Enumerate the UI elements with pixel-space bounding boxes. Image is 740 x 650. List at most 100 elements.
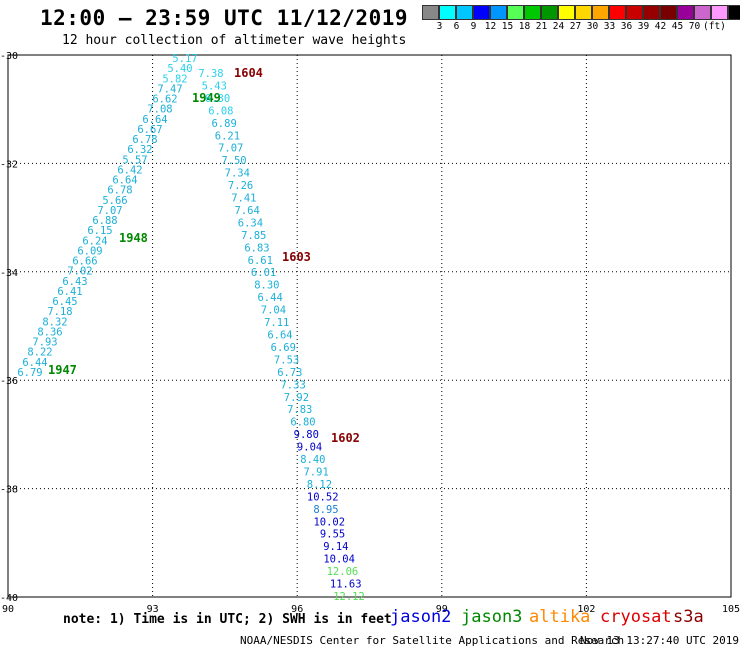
track-swh-value: 7.92 <box>284 392 309 404</box>
lat-tick-label: -38 <box>0 485 18 496</box>
lat-tick-label: -32 <box>0 159 18 170</box>
color-scale-label: 3 <box>436 21 443 32</box>
track-swh-value: 6.42 <box>117 164 142 176</box>
color-swatch <box>694 5 711 20</box>
color-scale-label: 45 <box>671 21 684 32</box>
track-swh-value: 6.64 <box>142 114 167 126</box>
color-swatch <box>524 5 541 20</box>
color-scale-label: 6 <box>453 21 460 32</box>
track-swh-value: 6.01 <box>251 267 276 279</box>
lon-tick-label: 93 <box>147 604 159 615</box>
track-swh-value: 7.08 <box>147 104 172 116</box>
track-swh-value: 7.11 <box>264 317 289 329</box>
track-swh-value: 7.18 <box>47 306 72 318</box>
color-swatch <box>575 5 592 20</box>
track-swh-value: 6.83 <box>244 242 269 254</box>
track-swh-value: 9.80 <box>294 429 319 441</box>
color-scale-label: 39 <box>637 21 650 32</box>
track-swh-value: 7.26 <box>228 180 253 192</box>
track-swh-value: 5.57 <box>122 154 147 166</box>
track-swh-value: 7.07 <box>218 143 243 155</box>
track-swh-value: 6.34 <box>238 217 263 229</box>
lat-tick-label: -40 <box>0 593 18 604</box>
track-swh-value: 7.41 <box>231 193 256 205</box>
track-swh-value: 7.38 <box>198 68 223 80</box>
track-swh-value: 6.73 <box>277 367 302 379</box>
color-scale-label: (ft) <box>703 21 726 32</box>
track-swh-value: 8.36 <box>37 326 62 338</box>
track-swh-value: 8.95 <box>313 504 338 516</box>
color-swatch <box>677 5 694 20</box>
legend-jason3: jason3 <box>461 607 523 627</box>
track-swh-value: 6.21 <box>215 130 240 142</box>
track-swh-value: 6.15 <box>87 225 112 237</box>
lat-tick-label: -34 <box>0 268 18 279</box>
color-scale-label: 18 <box>518 21 531 32</box>
track-swh-value: 6.78 <box>132 134 157 146</box>
color-swatch <box>490 5 507 20</box>
color-scale-label: 9 <box>470 21 477 32</box>
lat-tick-label: -36 <box>0 376 18 387</box>
track-swh-value: 9.04 <box>297 442 322 454</box>
legend-altika: altika <box>529 607 591 627</box>
track-swh-value: 7.04 <box>261 305 286 317</box>
track-swh-value: 12.06 <box>327 566 359 578</box>
track-swh-value: 5.40 <box>167 63 192 75</box>
color-scale-label: 24 <box>552 21 565 32</box>
units-note: note: 1) Time is in UTC; 2) SWH is in fe… <box>63 612 392 627</box>
track-swh-value: 7.50 <box>221 155 246 167</box>
color-swatch <box>728 5 740 20</box>
page-subtitle: 12 hour collection of altimeter wave hei… <box>62 33 407 48</box>
track-swh-value: 11.63 <box>330 579 362 591</box>
track-time-label: 1602 <box>331 431 360 445</box>
color-swatch <box>422 5 439 20</box>
track-swh-value: 6.66 <box>72 256 97 268</box>
track-swh-value: 6.67 <box>137 124 162 136</box>
color-scale-label: 42 <box>654 21 667 32</box>
color-swatch <box>558 5 575 20</box>
track-swh-value: 7.83 <box>287 404 312 416</box>
track-swh-value: 9.14 <box>323 541 348 553</box>
color-swatch <box>626 5 643 20</box>
color-scale-label: 27 <box>569 21 582 32</box>
track-swh-value: 6.88 <box>92 215 117 227</box>
track-time-label: 1604 <box>234 66 263 80</box>
track-time-label: 1948 <box>119 231 148 245</box>
track-swh-value: 6.61 <box>248 255 273 267</box>
track-swh-value: 6.32 <box>127 144 152 156</box>
track-time-label: 1949 <box>192 91 221 105</box>
track-swh-value: 5.82 <box>162 73 187 85</box>
lat-tick-label: -30 <box>0 51 18 62</box>
track-swh-value: 7.91 <box>303 466 328 478</box>
color-scale-label: 70 <box>688 21 701 32</box>
page-title: 12:00 – 23:59 UTC 11/12/2019 <box>40 6 409 30</box>
track-swh-value: 6.78 <box>107 185 132 197</box>
track-swh-value: 6.69 <box>271 342 296 354</box>
track-swh-value: 7.02 <box>67 266 92 278</box>
track-swh-value: 9.55 <box>320 529 345 541</box>
lon-tick-label: 96 <box>291 604 303 615</box>
footer-credit: NOAA/NESDIS Center for Satellite Applica… <box>240 634 625 647</box>
lon-tick-label: 99 <box>436 604 448 615</box>
track-swh-value: 8.12 <box>307 479 332 491</box>
track-swh-value: 6.80 <box>290 417 315 429</box>
track-swh-value: 7.47 <box>157 83 182 95</box>
footer-timestamp: Nov 13 13:27:40 UTC 2019 <box>580 634 739 647</box>
track-swh-value: 6.44 <box>22 357 47 369</box>
track-swh-value: 6.89 <box>211 118 236 130</box>
track-swh-value: 7.07 <box>97 205 122 217</box>
track-swh-value: 8.22 <box>27 347 52 359</box>
color-swatch <box>439 5 456 20</box>
track-swh-value: 6.08 <box>208 105 233 117</box>
track-swh-value: 6.79 <box>17 367 42 379</box>
track-swh-value: 6.24 <box>82 235 107 247</box>
track-swh-value: 10.02 <box>313 516 345 528</box>
track-swh-value: 5.43 <box>202 80 227 92</box>
color-scale-labels: 3 6 9 12 15 18 21 24 27 30 33 36 39 42 45 70 (ft) <box>422 21 740 35</box>
color-swatch <box>660 5 677 20</box>
track-swh-value: 6.44 <box>257 292 282 304</box>
track-swh-value: 6.09 <box>77 245 102 257</box>
track-swh-value: 7.33 <box>280 379 305 391</box>
color-scale-label: 33 <box>603 21 616 32</box>
